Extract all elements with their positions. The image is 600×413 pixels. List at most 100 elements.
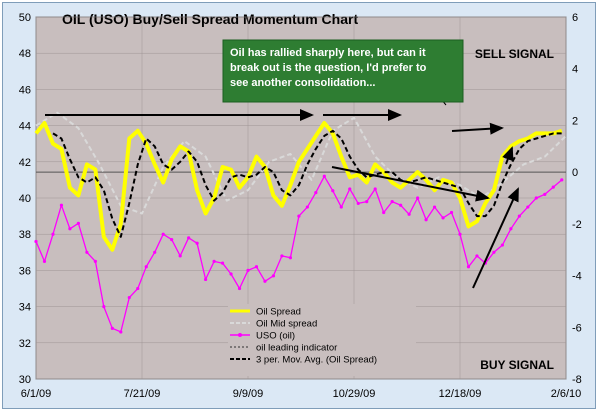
uso-point [517, 214, 521, 218]
uso-point [449, 210, 454, 215]
annotation-arrow [451, 122, 504, 135]
uso-point [551, 185, 555, 189]
y-right-tick-label: 2 [572, 115, 578, 127]
uso-point [170, 238, 174, 242]
uso-point [305, 205, 309, 209]
legend-label: oil leading indicator [256, 343, 337, 354]
uso-point [93, 259, 97, 263]
uso-point [543, 192, 547, 196]
legend-label: 3 per. Mov. Avg. (Oil Spread) [256, 355, 377, 366]
uso-point [280, 254, 284, 258]
x-tick-label: 10/29/09 [333, 388, 376, 400]
uso-point [51, 232, 55, 236]
uso-point [204, 277, 208, 282]
y-left-tick-label: 44 [19, 121, 31, 133]
series-oil-spread-line [34, 121, 563, 252]
uso-point [475, 254, 479, 258]
uso-point [246, 268, 250, 272]
sell-signal-label: SELL SIGNAL [475, 47, 554, 61]
legend-label: Oil Spread [256, 307, 301, 318]
legend-swatch-dot [238, 333, 242, 337]
uso-point [560, 178, 564, 182]
uso-point [407, 212, 411, 216]
y-left-tick-label: 48 [19, 48, 31, 60]
uso-point [492, 250, 496, 254]
uso-point [534, 196, 538, 200]
uso-point [76, 221, 80, 225]
uso-point [339, 205, 343, 209]
uso-point [390, 200, 394, 204]
series-moving-average-line [52, 129, 562, 238]
uso-point [331, 189, 335, 193]
uso-point [348, 187, 352, 191]
annotation-arrow [331, 166, 490, 202]
legend-label: Oil Mid spread [256, 319, 317, 330]
y-right-tick-label: 0 [572, 167, 578, 179]
uso-point [314, 190, 318, 195]
legend-box [228, 304, 416, 376]
uso-point [34, 239, 38, 244]
uso-point [263, 279, 267, 283]
y-left-tick-label: 36 [19, 265, 31, 277]
annotation-note-line: break out is the question, I'd prefer to [230, 62, 427, 74]
uso-point [288, 256, 292, 260]
y-left-tick-label: 42 [19, 157, 31, 169]
uso-point [237, 286, 242, 291]
y-right-tick-label: -2 [572, 219, 582, 231]
uso-point [110, 326, 114, 330]
uso-point [119, 330, 123, 334]
uso-point [229, 272, 233, 276]
uso-point [432, 205, 437, 209]
annotation-note-line: Oil has rallied sharply here, but can it [230, 47, 426, 59]
annotation-arrow [502, 146, 514, 165]
uso-point [85, 250, 89, 254]
uso-point [161, 232, 165, 236]
uso-point [441, 216, 445, 220]
x-tick-label: 9/9/09 [233, 388, 264, 400]
y-left-tick-label: 46 [19, 84, 31, 96]
y-left-tick-label: 40 [19, 193, 31, 205]
x-tick-label: 2/6/10 [551, 388, 582, 400]
uso-point [59, 203, 64, 207]
buy-signal-label: BUY SIGNAL [480, 358, 554, 372]
annotation-note-box [222, 39, 464, 103]
y-right-tick-label: -8 [572, 374, 582, 386]
y-left-tick-label: 38 [19, 229, 31, 241]
uso-point [195, 241, 199, 245]
y-right-tick-label: 6 [572, 12, 578, 24]
uso-point [136, 286, 140, 291]
uso-point [509, 227, 513, 231]
uso-point [424, 218, 428, 222]
uso-point [153, 250, 157, 254]
uso-point [187, 236, 191, 240]
uso-point [144, 265, 148, 269]
x-tick-label: 6/1/09 [21, 388, 52, 400]
uso-point [68, 227, 72, 231]
y-left-tick-label: 30 [19, 374, 31, 386]
uso-point [458, 232, 462, 236]
y-left-tick-label: 50 [19, 12, 31, 24]
chart-title: OIL (USO) Buy/Sell Spread Momentum Chart [62, 11, 358, 27]
y-left-tick-label: 32 [19, 338, 31, 350]
uso-point [365, 200, 369, 204]
uso-point [297, 214, 301, 218]
uso-point [178, 254, 182, 258]
uso-point [526, 205, 530, 209]
uso-point [102, 305, 106, 309]
y-right-tick-label: 4 [572, 64, 578, 76]
uso-point [254, 265, 259, 269]
y-left-tick-label: 34 [19, 302, 31, 314]
uso-point [416, 196, 420, 200]
series-oil-mid-spread-line [35, 111, 567, 215]
annotation-note-line: see another consolidation... [230, 77, 375, 89]
uso-point [127, 295, 131, 300]
legend-label: USO (oil) [256, 331, 295, 342]
x-tick-label: 7/21/09 [124, 388, 161, 400]
uso-point [466, 265, 471, 269]
uso-point [271, 274, 276, 278]
uso-point [356, 201, 360, 206]
uso-point [399, 203, 403, 207]
uso-point [373, 187, 377, 191]
uso-point [42, 259, 47, 263]
